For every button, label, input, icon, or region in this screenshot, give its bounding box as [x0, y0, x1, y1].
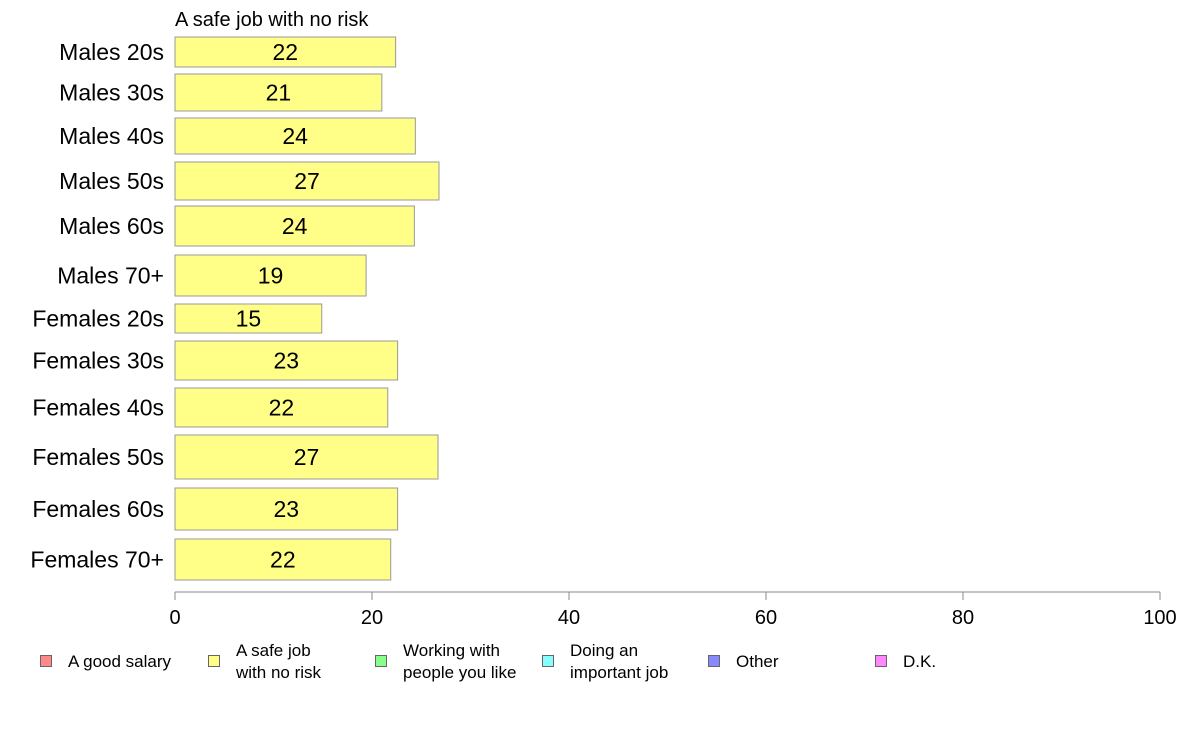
x-tick-label: 0 — [169, 607, 180, 629]
bar — [174, 254, 367, 297]
legend-swatch — [542, 655, 554, 667]
bar-value-label: 22 — [273, 39, 299, 65]
category-labels: Males 20s Males 30s Males 40s Males 50s Male… — [30, 39, 164, 573]
bar-chart: A safe job with no risk 22 21 24 27 24 19 15 23… — [30, 9, 1177, 629]
bar — [174, 73, 383, 112]
bar — [174, 387, 389, 428]
bar — [174, 161, 440, 201]
legend-swatch — [208, 655, 220, 667]
category-label: Females 60s — [32, 496, 164, 522]
bar-value-label: 21 — [266, 80, 292, 106]
x-axis: 0 20 40 60 80 100 — [169, 591, 1177, 629]
bar-value-label: 22 — [270, 547, 296, 573]
bar — [174, 303, 323, 334]
legend-label: A good salary — [68, 652, 172, 671]
legend-label: D.K. — [903, 652, 937, 671]
category-label: Males 60s — [59, 213, 164, 239]
legend-swatch — [708, 655, 720, 667]
category-label: Females 50s — [32, 444, 164, 470]
category-label: Males 20s — [59, 39, 164, 65]
category-label: Males 30s — [59, 80, 164, 106]
bar — [174, 538, 392, 581]
legend: A good salary A safe job with no risk Work… — [0, 640, 1188, 690]
legend-label: A safe job with no risk — [236, 641, 322, 682]
x-tick-label: 40 — [558, 607, 580, 629]
legend-swatch — [375, 655, 387, 667]
bar-value-label: 27 — [294, 168, 320, 194]
category-label: Females 20s — [32, 306, 164, 332]
bar-value-label: 24 — [282, 123, 308, 149]
legend-swatch — [40, 655, 52, 667]
bar — [174, 117, 416, 155]
x-tick-label: 80 — [952, 607, 974, 629]
legend-label: Doing an important job — [570, 641, 669, 682]
bar — [174, 36, 397, 68]
bar-value-label: 19 — [258, 263, 284, 289]
bar-value-label: 22 — [269, 395, 295, 421]
category-label: Females 30s — [32, 348, 164, 374]
x-tick-label: 20 — [361, 607, 383, 629]
category-label: Males 40s — [59, 123, 164, 149]
bar-value-label: 15 — [236, 306, 262, 332]
category-label: Males 50s — [59, 168, 164, 194]
chart-title: A safe job with no risk — [175, 9, 369, 31]
legend-label: Working with people you like — [403, 641, 517, 682]
bar-value-label: 23 — [274, 348, 300, 374]
bar — [174, 340, 399, 381]
bar-value-label: 23 — [274, 496, 300, 522]
legend-label: Other — [736, 652, 779, 671]
legend-swatch — [875, 655, 887, 667]
bar — [174, 205, 415, 247]
x-tick-label: 100 — [1143, 607, 1176, 629]
x-tick-label: 60 — [755, 607, 777, 629]
bar-value-label: 24 — [282, 213, 308, 239]
bar — [174, 434, 439, 480]
bar-value-label: 27 — [294, 444, 320, 470]
category-label: Females 40s — [32, 395, 164, 421]
category-label: Males 70+ — [57, 263, 164, 289]
bars-group: 22 21 24 27 24 19 15 23 22 27 23 22 — [174, 36, 440, 581]
bar — [174, 487, 399, 531]
category-label: Females 70+ — [30, 547, 164, 573]
